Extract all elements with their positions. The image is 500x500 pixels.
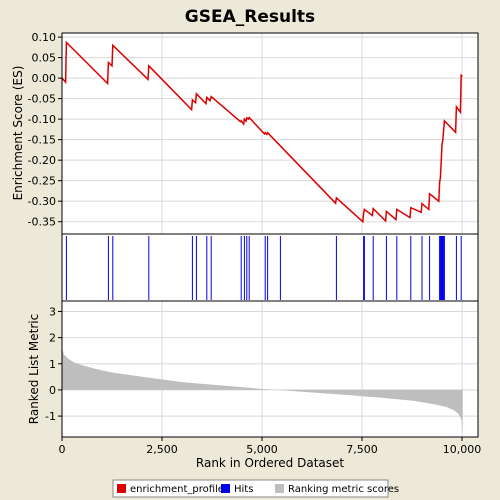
es-tick-label: -0.35 [28, 216, 56, 229]
metric-y-axis-label: Ranked List Metric [27, 314, 41, 424]
legend-label: Hits [234, 484, 253, 495]
ranking-metric-area [62, 348, 463, 433]
es-panel-background [62, 33, 478, 234]
metric-tick-label: 3 [49, 305, 56, 318]
x-tick-label: 10,000 [443, 443, 482, 456]
legend-label: Ranking metric scores [288, 484, 399, 495]
x-tick-label: 7,500 [346, 443, 378, 456]
hits-barcode [65, 236, 462, 300]
enrichment-profile-line [61, 40, 463, 224]
x-axis-label: Rank in Ordered Dataset [196, 456, 344, 470]
es-tick-label: -0.10 [28, 113, 56, 126]
es-tick-label: 0.10 [32, 31, 57, 44]
chart-title: GSEA_Results [185, 7, 315, 27]
es-tick-label: -0.30 [28, 195, 56, 208]
es-tick-label: -0.05 [28, 93, 56, 106]
x-tick-label: 0 [59, 443, 66, 456]
x-tick-label: 2,500 [146, 443, 178, 456]
metric-panel-frame [61, 300, 479, 438]
metric-y-axis-ticks: 3 2 1 0 -1 [45, 305, 62, 423]
es-tick-label: -0.15 [28, 134, 56, 147]
legend-box [112, 479, 389, 498]
legend-swatch [117, 484, 126, 493]
es-y-axis-ticks: 0.10 0.05 0.00 -0.05 -0.10 -0.15 -0.20 -0.25 -0.… [28, 31, 62, 229]
es-tick-label: 0.05 [32, 52, 57, 65]
es-tick-label: -0.20 [28, 154, 56, 167]
es-tick-label: -0.25 [28, 175, 56, 188]
es-y-axis-label: Enrichment Score (ES) [11, 66, 25, 201]
metric-tick-label: 0 [49, 384, 56, 397]
x-tick-label: 5,000 [246, 443, 278, 456]
metric-tick-label: -1 [45, 410, 56, 423]
x-axis-ticks: 0 2,500 5,000 7,500 10,000 [59, 437, 482, 456]
hits-panel-background [62, 234, 478, 301]
metric-tick-label: 2 [49, 332, 56, 345]
legend-label: enrichment_profile [130, 484, 224, 495]
legend: enrichment_profile Hits Ranking metric sco… [112, 479, 399, 498]
es-tick-label: 0.00 [32, 72, 57, 85]
legend-swatch [221, 484, 230, 493]
metric-panel-background [62, 301, 478, 437]
legend-swatch [275, 484, 284, 493]
metric-tick-label: 1 [49, 358, 56, 371]
